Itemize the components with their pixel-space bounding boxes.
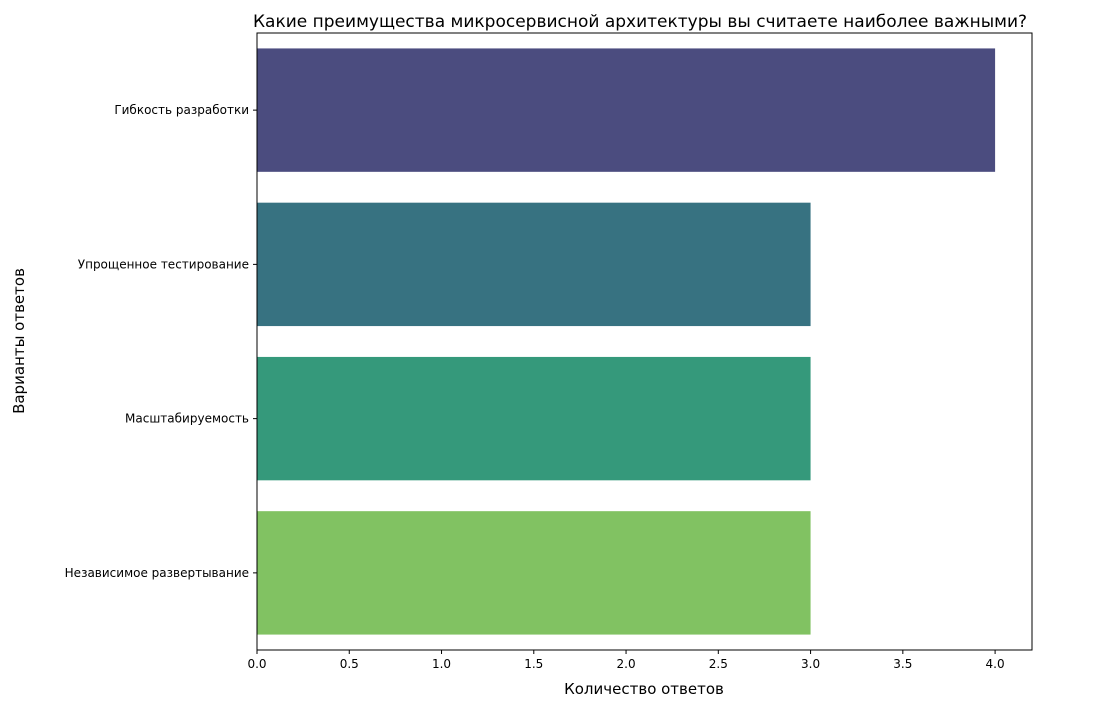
x-tick-label: 3.0 [801,657,820,671]
x-tick-label: 4.0 [986,657,1005,671]
y-tick-label: Независимое развертывание [65,566,249,580]
bar-0 [257,48,996,172]
x-tick-label: 0.5 [340,657,359,671]
plot-frame [256,32,1033,651]
bar-3 [257,511,811,635]
y-tick-label: Масштабируемость [125,412,249,426]
x-tick-label: 3.5 [893,657,912,671]
y-axis-ticks: Гибкость разработки Упрощенное тестирован… [65,103,257,580]
x-tick-label: 1.0 [432,657,451,671]
y-tick-label: Гибкость разработки [114,103,249,117]
bar-2 [257,356,811,481]
x-tick-label: 1.5 [524,657,543,671]
bars-group [257,48,996,635]
x-tick-label: 2.0 [617,657,636,671]
chart-title: Какие преимущества микросервисной архите… [253,12,1027,32]
y-axis-label: Варианты ответов [10,268,28,414]
x-tick-label: 0.0 [247,657,266,671]
x-axis-label: Количество ответов [564,680,724,698]
bar-1 [257,202,811,327]
y-tick-label: Упрощенное тестирование [78,257,249,271]
x-tick-label: 2.5 [709,657,728,671]
x-axis-ticks: 0.0 0.5 1.0 1.5 2.0 2.5 3.0 3.5 4.0 [247,650,1005,671]
